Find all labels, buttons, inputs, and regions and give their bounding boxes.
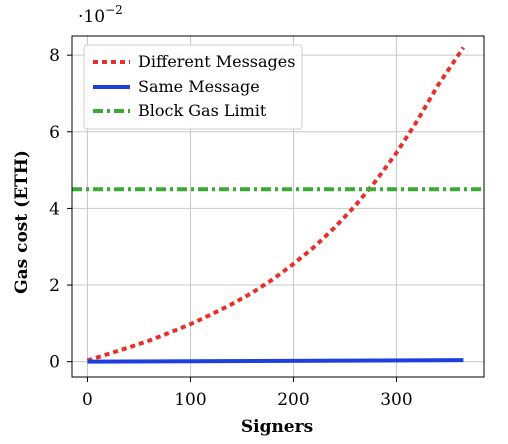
y-tick-label: 2 [49, 276, 60, 296]
y-scale-label: ·10−2 [78, 3, 123, 27]
x-tick-label: 100 [174, 390, 206, 410]
series-line-different-messages [86, 46, 466, 363]
series-layer [72, 46, 484, 364]
x-axis-label: Signers [241, 417, 313, 437]
x-tick-label: 0 [82, 390, 93, 410]
x-tick-label: 300 [380, 390, 412, 410]
plot-frame [71, 35, 485, 378]
y-tick-label: 4 [49, 199, 60, 219]
y-tick-label: 8 [49, 46, 60, 66]
y-tick-label: 6 [49, 123, 60, 143]
x-tick-label: 200 [277, 390, 309, 410]
legend-box [83, 44, 303, 130]
y-tick-label: 0 [49, 353, 60, 373]
series-line-same-message [87, 358, 464, 364]
ticks: 0 100 200 300 0 2 4 6 8 [49, 46, 413, 410]
legend: Different Messages Same Message Block Ga… [83, 44, 303, 130]
legend-label-same-message: Same Message [138, 77, 260, 96]
legend-label-different-messages: Different Messages [138, 52, 295, 71]
y-axis-label: Gas cost (ETH) [12, 150, 32, 294]
legend-label-block-gas-limit: Block Gas Limit [138, 101, 267, 120]
